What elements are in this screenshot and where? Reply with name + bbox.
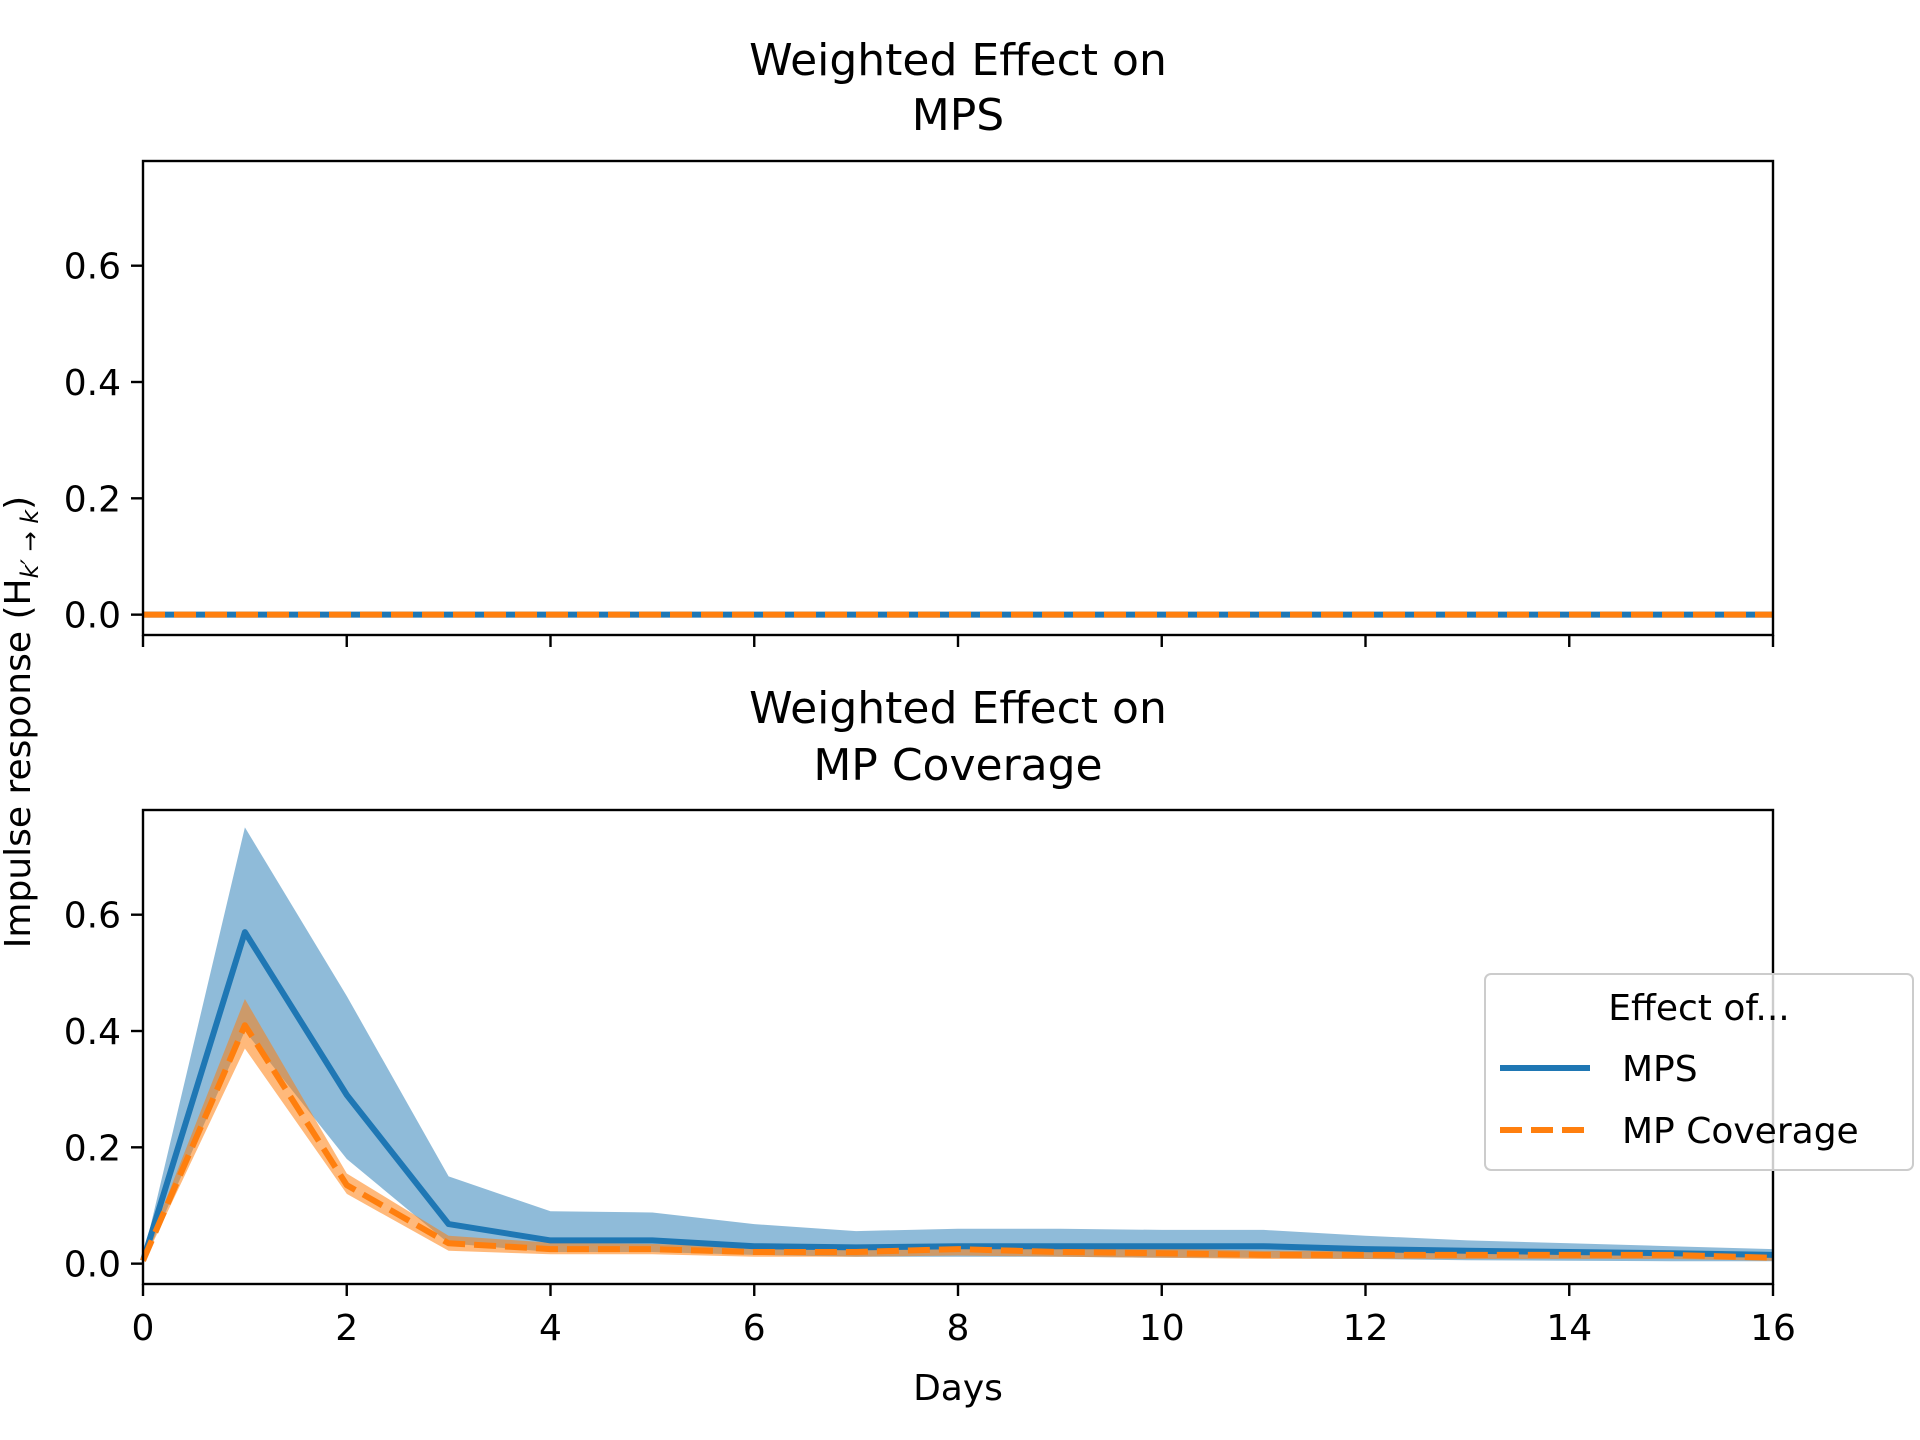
y-axis-label-main: Impulse response (H: [0, 578, 39, 948]
y-tick-label: 0.0: [64, 1245, 121, 1286]
y-tick-label: 0.2: [64, 479, 121, 520]
x-tick-label: 10: [1139, 1308, 1185, 1349]
x-tick-label: 12: [1343, 1308, 1389, 1349]
x-axis-label: Days: [913, 1368, 1003, 1409]
y-tick-label: 0.2: [64, 1128, 121, 1169]
x-axis: [141, 635, 1775, 647]
x-tick-label: 2: [335, 1308, 358, 1349]
x-tick-label: 14: [1546, 1308, 1592, 1349]
y-tick-label: 0.0: [64, 596, 121, 637]
y-tick-label: 0.6: [64, 247, 121, 288]
subplot-mps: Weighted Effect on MPS 0.0 0.2 0.4 0.6: [64, 35, 1775, 647]
y-tick-label: 0.4: [64, 1012, 121, 1053]
y-axis-label-close: ): [0, 496, 39, 510]
y-axis: 0.0 0.2 0.4 0.6: [64, 247, 143, 637]
legend-title: Effect of...: [1608, 988, 1789, 1029]
y-tick-label: 0.6: [64, 896, 121, 937]
subplot-title-line1: Weighted Effect on: [749, 35, 1167, 86]
subplot-title-line2: MP Coverage: [813, 740, 1102, 791]
x-axis: 0 2 4 6 8 10 12 14 16: [132, 1284, 1796, 1349]
subplot-title-line2: MPS: [912, 90, 1004, 141]
x-tick-label: 8: [947, 1308, 970, 1349]
x-tick-label: 16: [1750, 1308, 1796, 1349]
legend-entry-mps: MPS: [1622, 1049, 1698, 1090]
subplot-title-line1: Weighted Effect on: [749, 683, 1167, 734]
x-tick-label: 0: [132, 1308, 155, 1349]
y-axis-label: Impulse response (Hk′ → k): [0, 496, 44, 948]
y-tick-label: 0.4: [64, 363, 121, 404]
y-axis: 0.0 0.2 0.4 0.6: [64, 896, 143, 1286]
plot-area: [140, 827, 1774, 1264]
series-line-mp-coverage: [140, 1022, 1774, 1262]
legend: Effect of... MPS MP Coverage: [1484, 973, 1914, 1171]
legend-box: [1484, 973, 1914, 1171]
x-tick-label: 4: [539, 1308, 562, 1349]
x-tick-label: 6: [743, 1308, 766, 1349]
y-axis-label-subscript: k′ → k: [16, 509, 44, 579]
legend-entry-mp-coverage: MP Coverage: [1622, 1111, 1859, 1152]
